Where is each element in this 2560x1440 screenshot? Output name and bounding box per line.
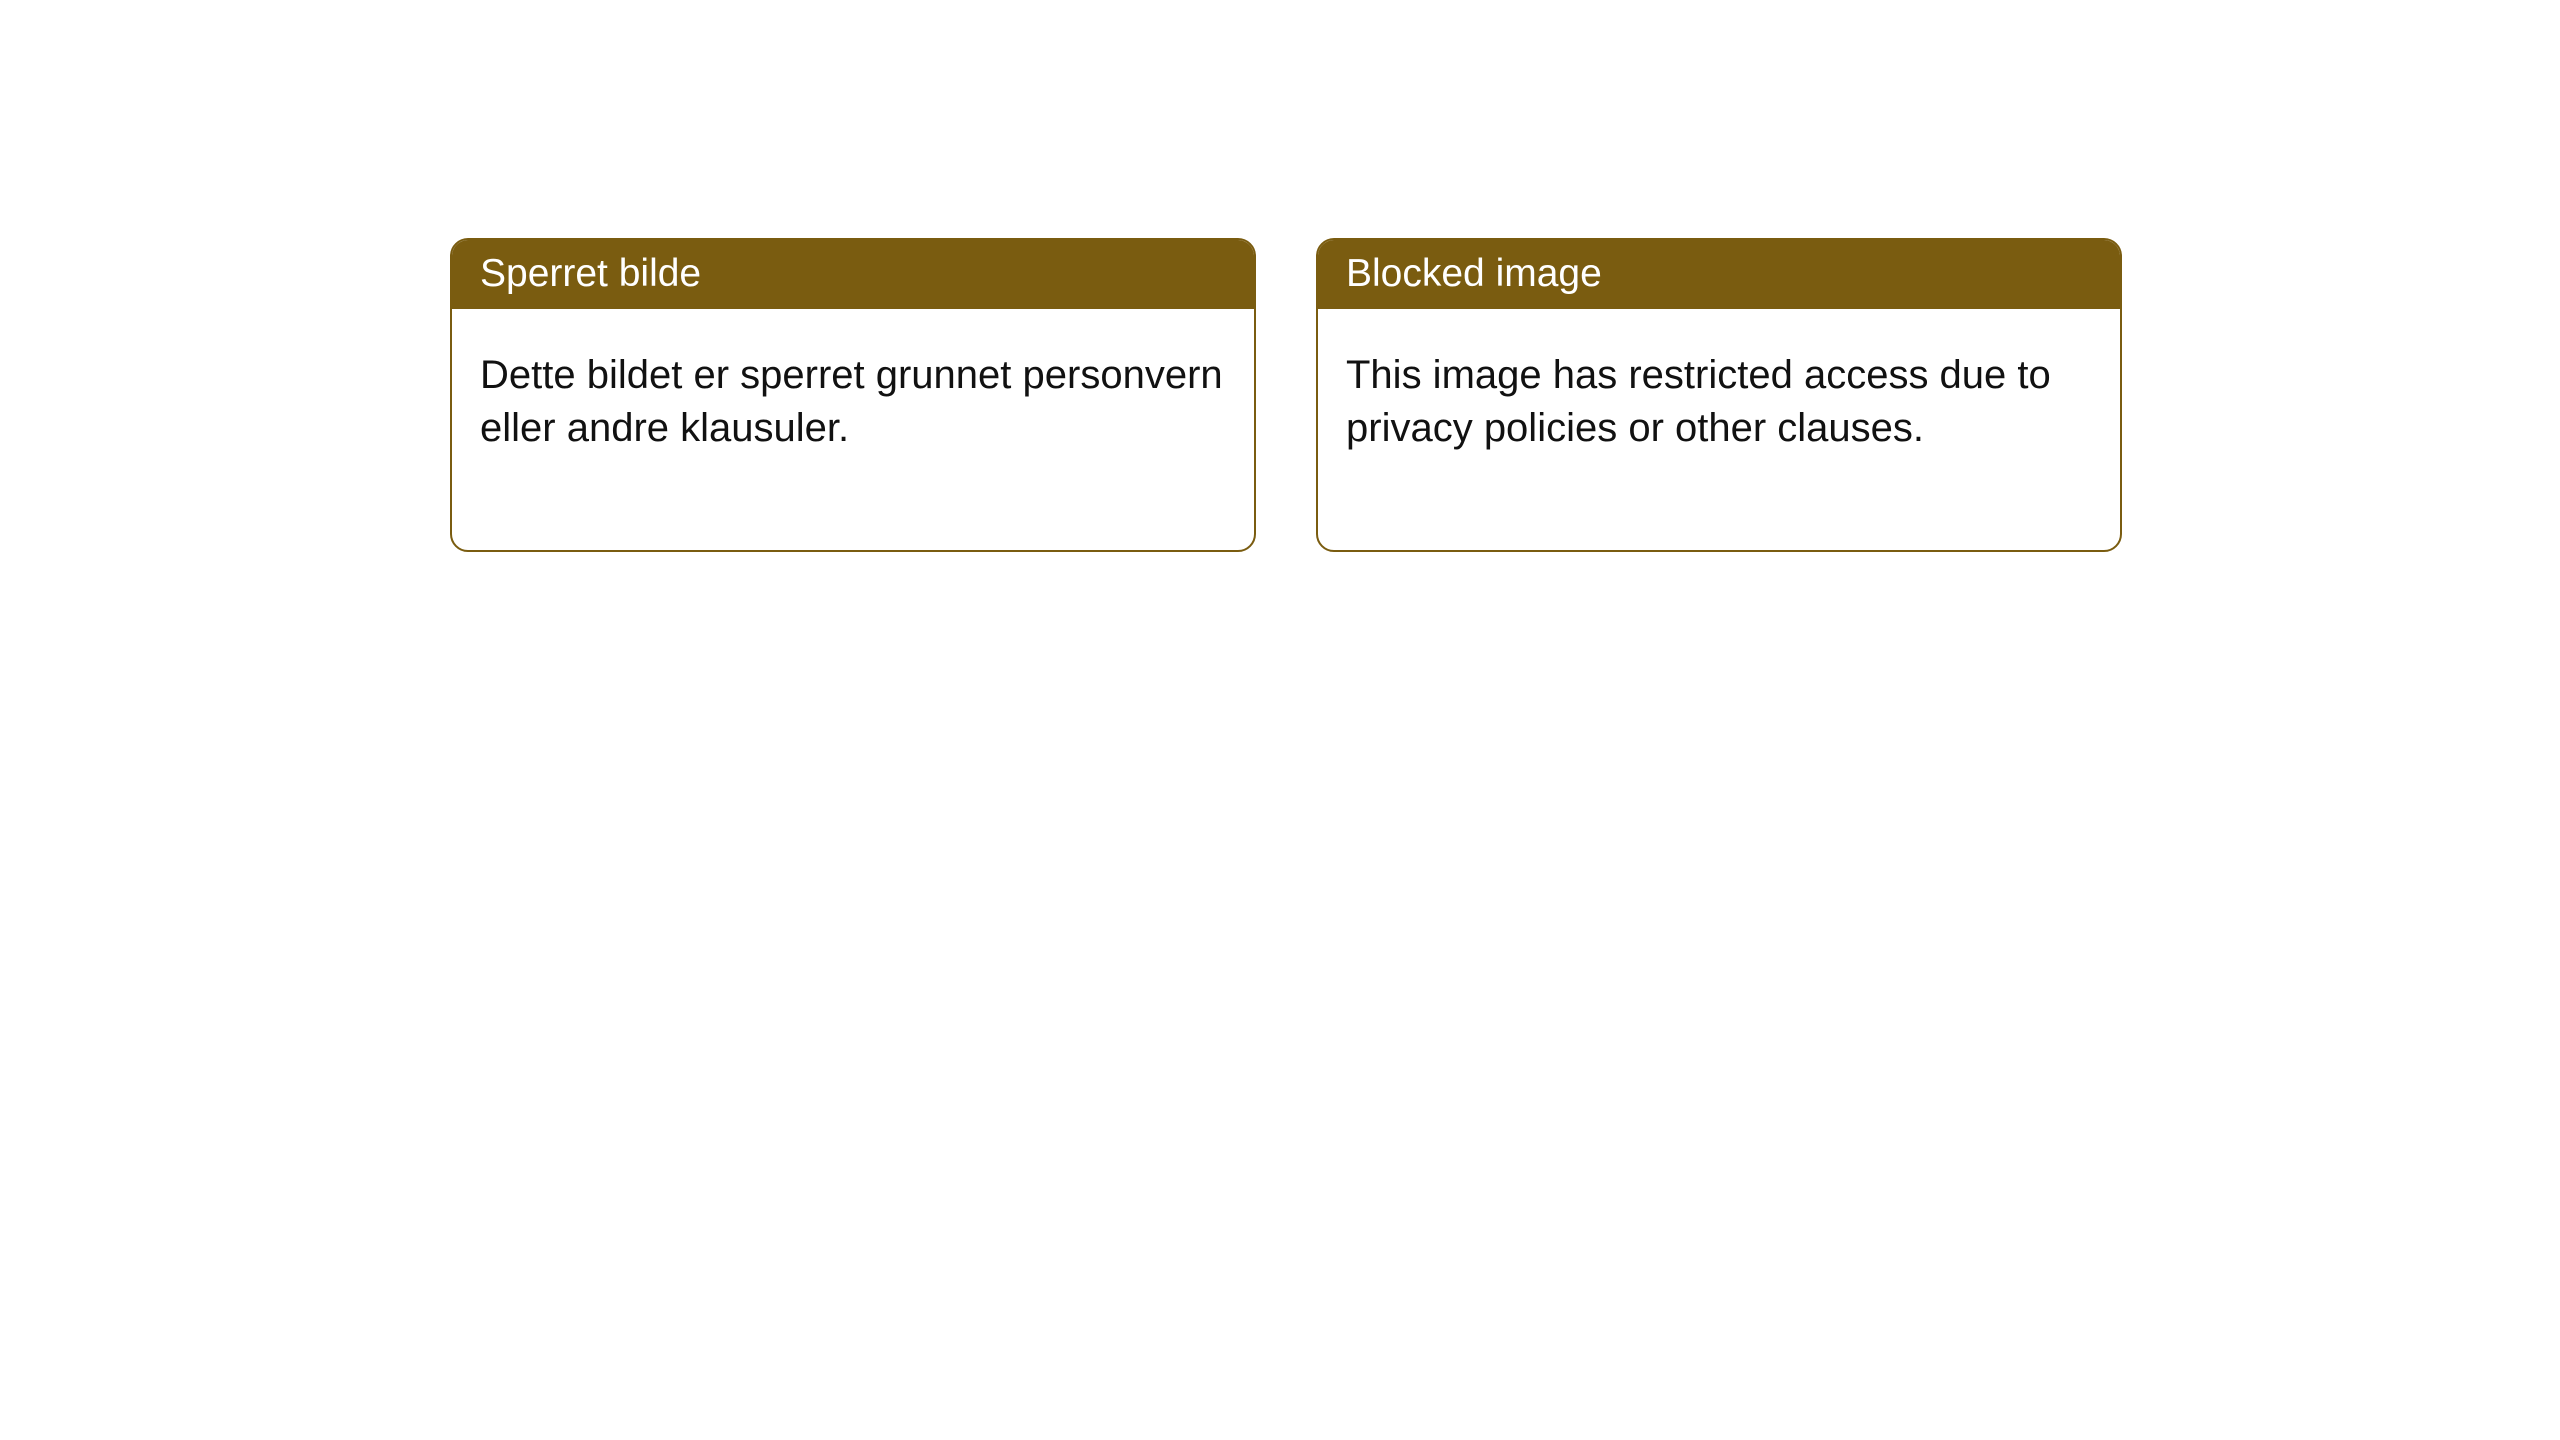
notice-container: Sperret bilde Dette bildet er sperret gr… — [450, 238, 2560, 552]
notice-header: Sperret bilde — [452, 240, 1254, 309]
notice-body: Dette bildet er sperret grunnet personve… — [452, 309, 1254, 550]
notice-card-en: Blocked image This image has restricted … — [1316, 238, 2122, 552]
notice-header: Blocked image — [1318, 240, 2120, 309]
notice-card-nb: Sperret bilde Dette bildet er sperret gr… — [450, 238, 1256, 552]
notice-body: This image has restricted access due to … — [1318, 309, 2120, 550]
